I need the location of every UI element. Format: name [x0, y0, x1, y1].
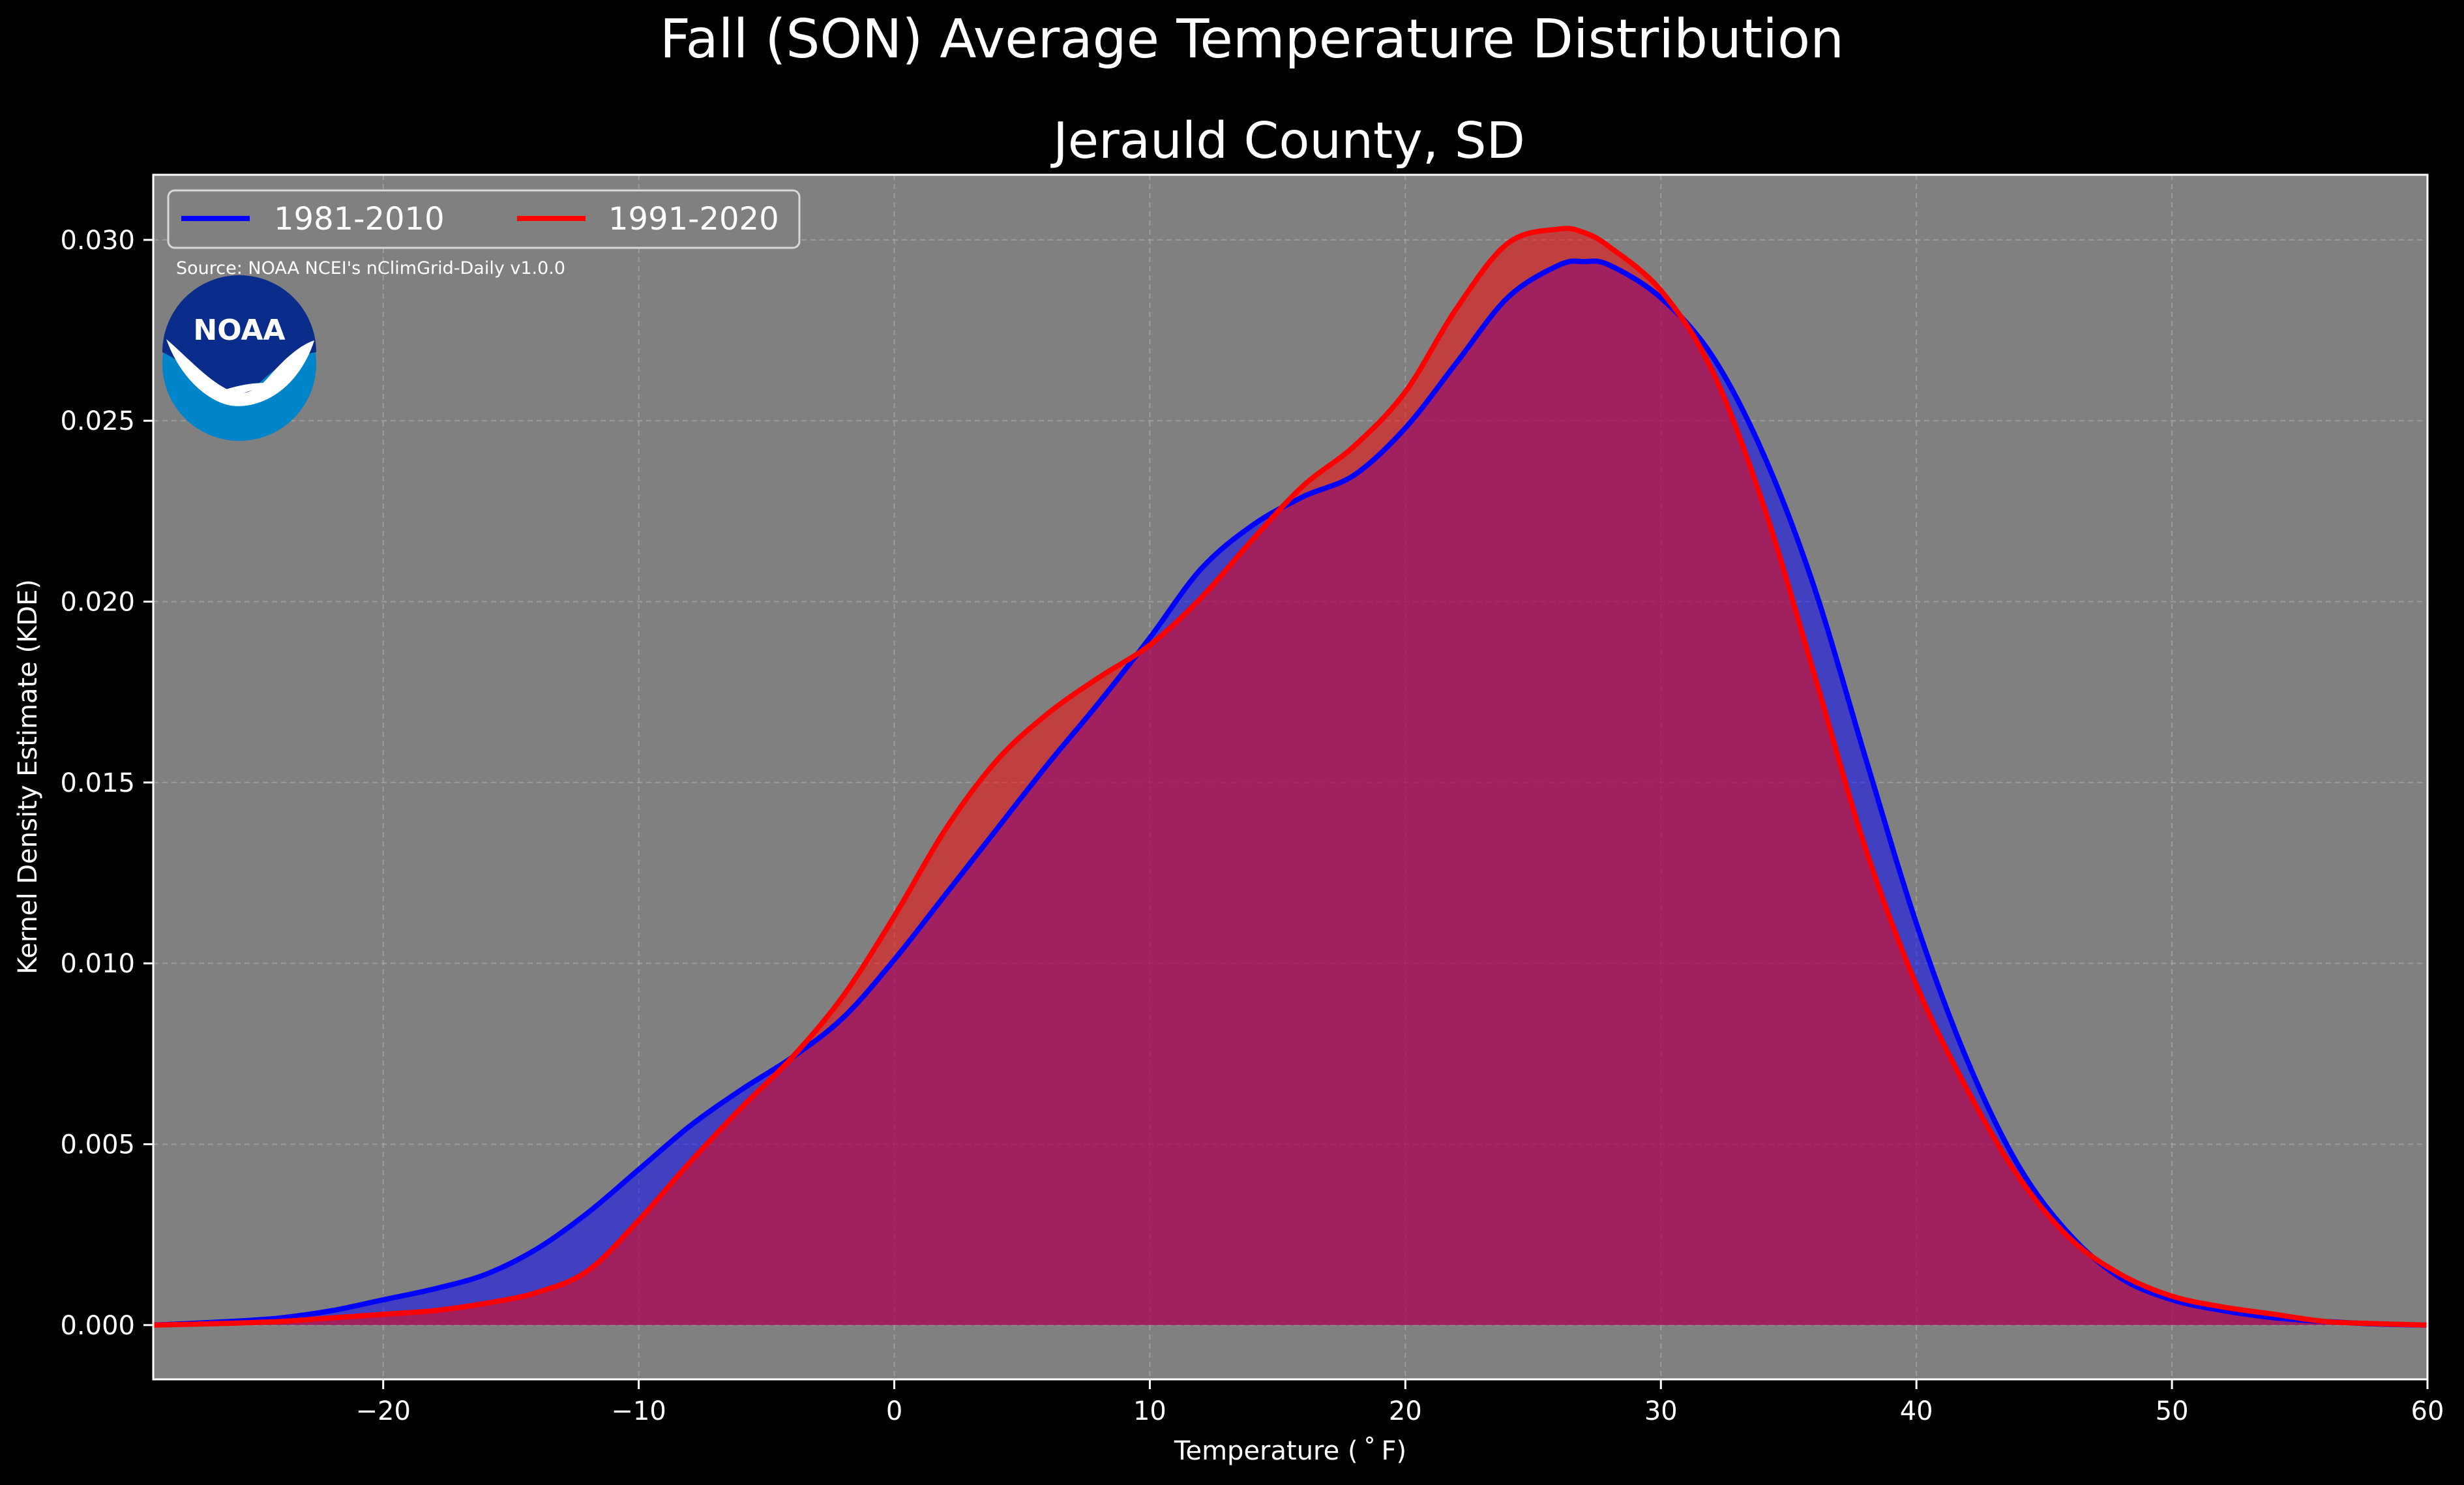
kde-line-1981-2010: [153, 258, 2428, 1328]
x-tick-label: 0: [886, 1396, 902, 1426]
source-note: Source: NOAA NCEI's nClimGrid-Daily v1.0…: [176, 258, 565, 278]
x-tick-label: −20: [356, 1396, 411, 1426]
x-tick-label: 10: [1133, 1396, 1166, 1426]
y-axis-label: Kernel Density Estimate (KDE): [13, 579, 43, 974]
y-tick-label: 0.020: [60, 587, 135, 617]
chart-title: Jerauld County, SD: [1050, 112, 1525, 170]
x-tick-label: 60: [2411, 1396, 2444, 1426]
legend: 1981-2010 1991-2020: [167, 189, 801, 249]
series-fills: [153, 228, 2427, 1325]
y-tick-label: 0.015: [60, 768, 135, 798]
y-tick-label: 0.005: [60, 1130, 135, 1160]
legend-label-1981-2010: 1981-2010: [274, 201, 445, 237]
chart-suptitle: Fall (SON) Average Temperature Distribut…: [660, 8, 1844, 70]
x-tick-label: 30: [1644, 1396, 1678, 1426]
x-tick-label: −10: [611, 1396, 666, 1426]
kde-line-1991-2020: [153, 226, 2428, 1328]
x-tick-label: 50: [2156, 1396, 2189, 1426]
y-tick-label: 0.025: [60, 406, 135, 436]
area-fill-1991-2020: [153, 228, 2427, 1325]
y-tick-label: 0.010: [60, 949, 135, 979]
x-axis-label: Temperature ( ˚ F): [1174, 1436, 1406, 1466]
logo-text: NOAA: [193, 314, 285, 347]
y-axis-ticks: 0.000 0.005 0.010 0.015 0.020 0.025 0.030: [60, 226, 153, 1341]
legend-box: [167, 189, 801, 249]
noaa-logo: NOAA: [162, 275, 316, 441]
x-tick-label: 40: [1900, 1396, 1933, 1426]
x-axis-ticks: −20 −10 0 10 20 30 40 50 60: [356, 1379, 2444, 1426]
y-tick-label: 0.000: [60, 1311, 135, 1341]
series-lines: [153, 226, 2428, 1328]
y-tick-label: 0.030: [60, 226, 135, 256]
legend-label-1991-2020: 1991-2020: [608, 201, 779, 237]
plot-frame: [152, 173, 2429, 1381]
x-tick-label: 20: [1389, 1396, 1422, 1426]
